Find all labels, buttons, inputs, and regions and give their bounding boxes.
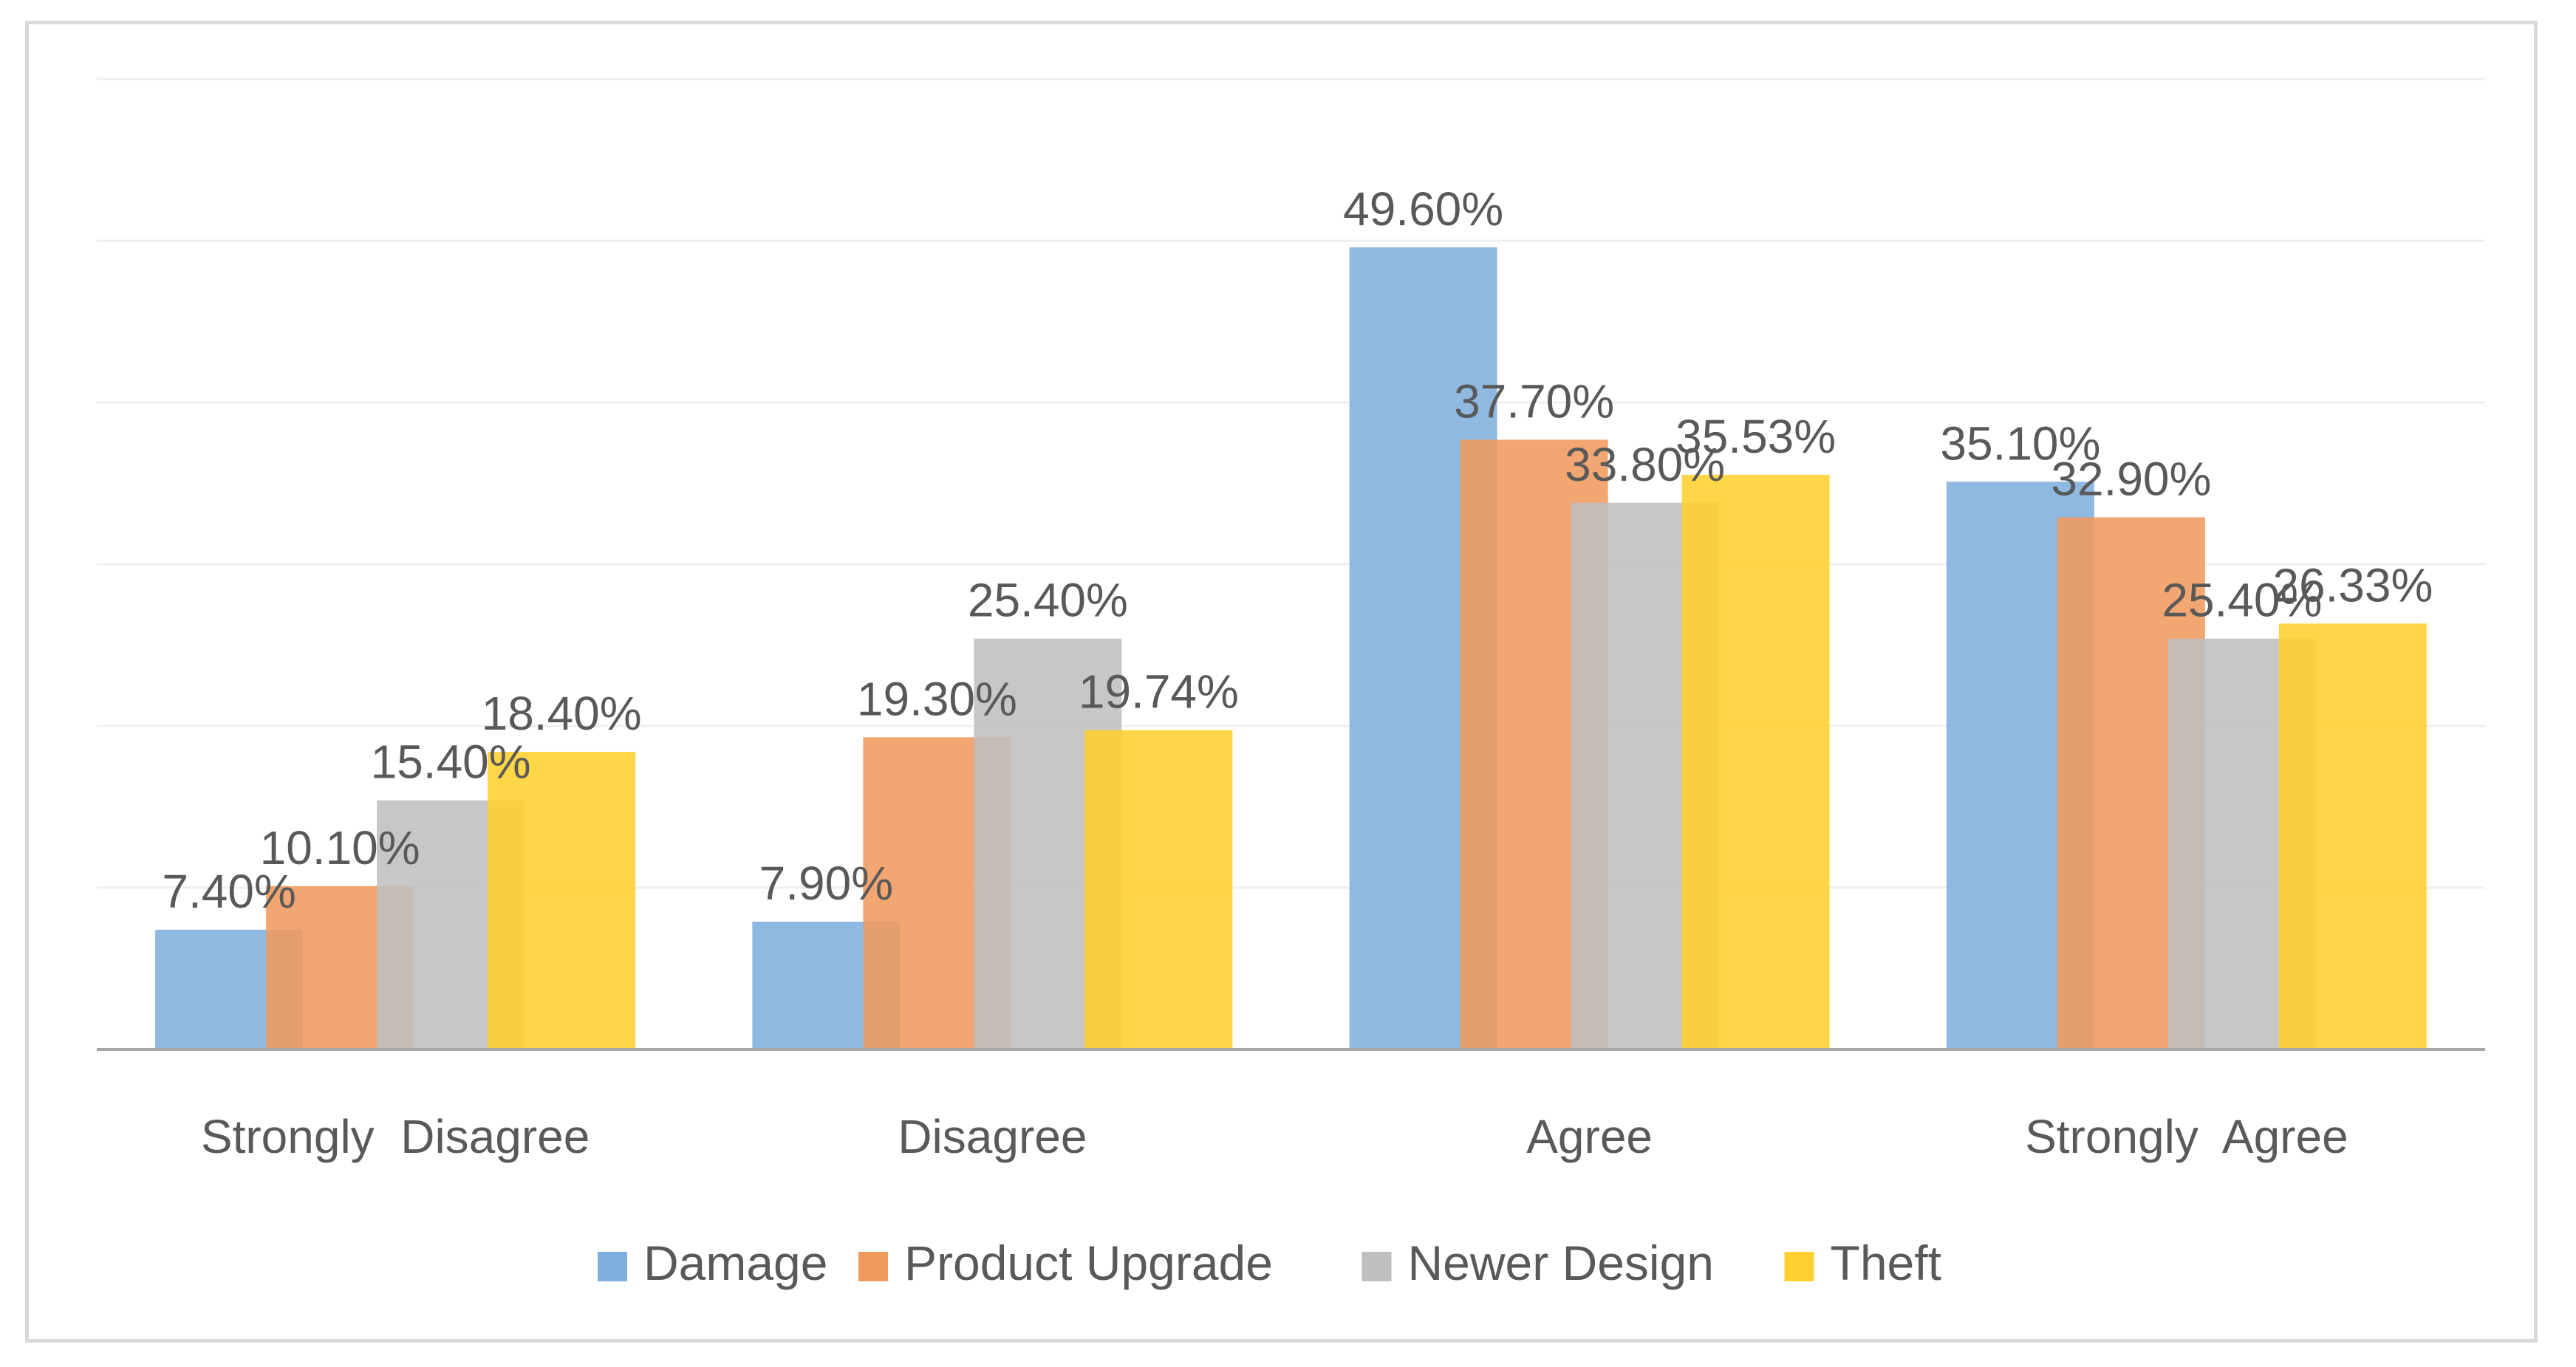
bar-theft-3 — [1681, 474, 1830, 1049]
category-tick-labels: Strongly Disagree Disagree Agree Strongly A… — [201, 1110, 2348, 1163]
data-label: 32.90% — [2051, 452, 2211, 505]
category-tick-label: Agree — [1526, 1110, 1653, 1163]
category-tick-label: Strongly Disagree — [201, 1110, 590, 1163]
legend-item-damage: Damage — [598, 1236, 827, 1290]
data-label: 18.40% — [482, 687, 642, 740]
legend-swatch — [858, 1252, 888, 1281]
data-label: 25.40% — [968, 574, 1128, 627]
data-label: 10.10% — [260, 821, 420, 874]
bar-theft-2 — [1084, 730, 1233, 1049]
data-label: 26.33% — [2272, 558, 2433, 611]
bar-theft-4 — [2278, 623, 2427, 1049]
data-label: 35.53% — [1675, 410, 1836, 463]
bar-theft-1 — [488, 752, 636, 1049]
legend-label: Damage — [643, 1236, 827, 1290]
legend: Damage Product Upgrade Newer Design Theft — [598, 1236, 1941, 1290]
legend-item-product-upgrade: Product Upgrade — [858, 1236, 1273, 1290]
data-label: 19.30% — [857, 672, 1017, 725]
data-label: 49.60% — [1343, 182, 1503, 236]
legend-swatch — [1784, 1252, 1814, 1281]
data-labels: 7.40%10.10% 15.40%18.40% 7.90% 19.30% 25.40%… — [162, 182, 2433, 918]
legend-item-newer-design: Newer Design — [1362, 1236, 1715, 1290]
data-label: 7.90% — [759, 857, 893, 910]
bars — [155, 247, 2427, 1049]
category-tick-label: Strongly Agree — [2025, 1110, 2348, 1163]
legend-label: Product Upgrade — [904, 1236, 1273, 1290]
data-label: 19.74% — [1079, 665, 1239, 719]
legend-swatch — [1362, 1252, 1392, 1281]
legend-label: Newer Design — [1408, 1236, 1715, 1290]
data-label: 25.40% — [2162, 574, 2322, 627]
bar-chart: Strongly Disagree Disagree Agree Strongly A… — [97, 78, 2485, 1290]
legend-swatch — [598, 1252, 627, 1281]
legend-label: Theft — [1831, 1236, 1941, 1290]
data-label: 37.70% — [1454, 374, 1614, 428]
data-label: 7.40% — [162, 865, 295, 918]
data-label: 15.40% — [371, 736, 531, 789]
legend-item-theft: Theft — [1784, 1236, 1941, 1290]
data-label: 33.80% — [1565, 438, 1725, 491]
data-label: 35.10% — [1940, 417, 2100, 470]
category-tick-label: Disagree — [898, 1110, 1087, 1163]
chart-frame: Strongly Disagree Disagree Agree Strongly A… — [25, 21, 2538, 1343]
